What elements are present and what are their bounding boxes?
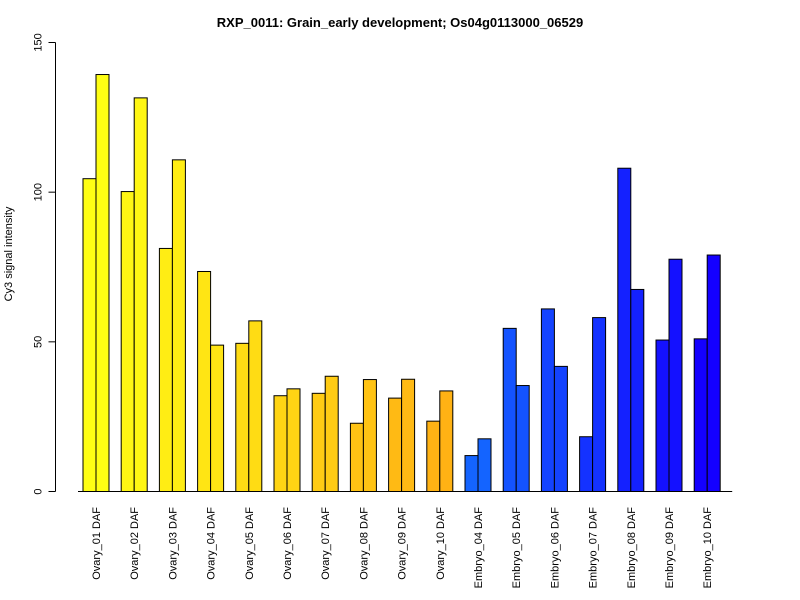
bar-14-1 (579, 436, 594, 492)
x-tick-label-11: Embryo_04 DAF (473, 507, 485, 589)
y-axis-label: Cy3 signal intensity (3, 206, 15, 301)
bar-6-1 (273, 395, 288, 493)
bar-17-2 (706, 254, 721, 492)
bar-5-2 (248, 320, 263, 492)
bar-1-2 (95, 74, 110, 493)
bar-10-1 (426, 420, 441, 493)
bar-3-2 (171, 159, 186, 493)
bar-14-2 (592, 317, 607, 493)
bar-2-1 (120, 191, 135, 492)
bar-16-1 (655, 339, 670, 492)
y-tick-label-100: 100 (33, 183, 45, 201)
bar-12-2 (515, 385, 530, 493)
bar-1-1 (82, 178, 97, 493)
x-tick-label-4: Ovary_04 DAF (206, 507, 218, 580)
x-tick-label-9: Ovary_09 DAF (397, 507, 409, 580)
bars-group (78, 74, 733, 493)
bar-15-2 (630, 288, 645, 493)
bar-5-1 (235, 342, 250, 492)
bar-13-1 (540, 308, 555, 493)
bar-6-2 (286, 388, 301, 493)
x-tick-label-6: Ovary_06 DAF (282, 507, 294, 580)
bar-4-2 (210, 344, 225, 492)
x-tick-label-10: Ovary_10 DAF (435, 507, 447, 580)
x-tick-label-3: Ovary_03 DAF (167, 507, 179, 580)
bar-3-1 (158, 247, 173, 492)
x-tick-label-13: Embryo_06 DAF (549, 507, 561, 589)
x-tick-label-12: Embryo_05 DAF (511, 507, 523, 589)
bar-10-2 (439, 390, 454, 493)
x-tick-label-17: Embryo_10 DAF (702, 507, 714, 589)
x-tick-label-8: Ovary_08 DAF (358, 507, 370, 580)
bar-4-1 (197, 270, 212, 492)
bar-7-1 (311, 392, 326, 492)
bar-8-1 (349, 422, 364, 493)
bar-8-2 (362, 379, 377, 493)
bar-2-2 (133, 97, 148, 492)
x-tick-label-7: Ovary_07 DAF (320, 507, 332, 580)
x-tick-label-16: Embryo_09 DAF (664, 507, 676, 589)
bar-16-2 (668, 258, 683, 493)
x-tick-label-2: Ovary_02 DAF (129, 507, 141, 580)
bar-11-1 (464, 455, 479, 492)
bar-11-2 (477, 438, 492, 492)
x-tick-label-14: Embryo_07 DAF (588, 507, 600, 589)
bar-7-2 (324, 375, 339, 492)
y-axis: 0 50 100 150 (33, 33, 56, 495)
bar-9-1 (388, 397, 403, 492)
chart-title: RXP_0011: Grain_early development; Os04g… (217, 15, 583, 30)
bar-9-2 (401, 378, 416, 492)
bar-17-1 (693, 338, 708, 492)
y-tick-label-50: 50 (33, 336, 45, 348)
bar-13-2 (553, 365, 568, 492)
bar-15-1 (617, 167, 632, 492)
x-tick-label-15: Embryo_08 DAF (626, 507, 638, 589)
x-tick-label-1: Ovary_01 DAF (91, 507, 103, 580)
bar-12-1 (502, 327, 517, 493)
x-axis: Ovary_01 DAF Ovary_02 DAF Ovary_03 DAF Ovar… (91, 507, 714, 589)
y-tick-label-150: 150 (33, 33, 45, 51)
x-tick-label-5: Ovary_05 DAF (244, 507, 256, 580)
y-tick-label-0: 0 (33, 488, 45, 494)
